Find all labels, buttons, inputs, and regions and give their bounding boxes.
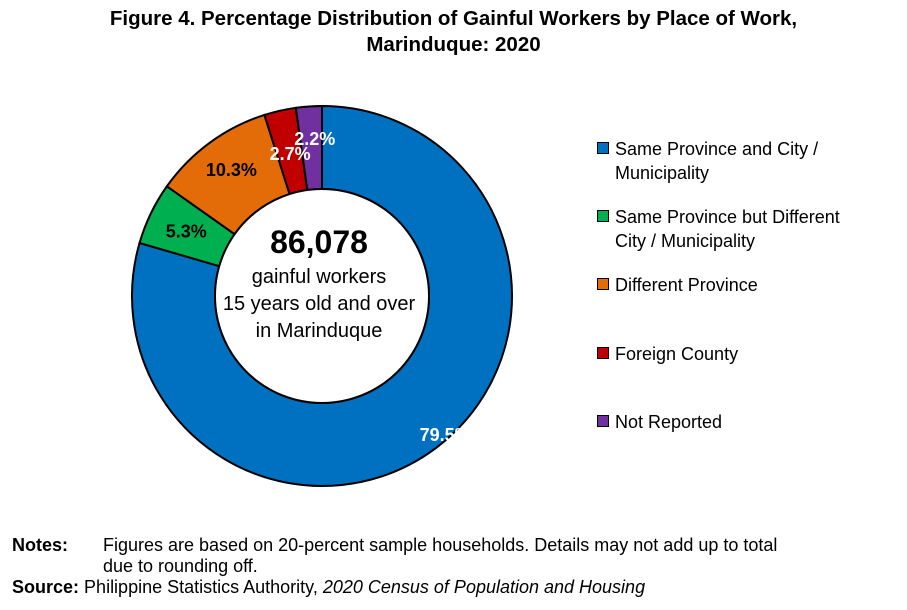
legend-label: Not Reported	[615, 412, 723, 432]
legend-swatch	[597, 347, 609, 359]
center-caption-line-2: 15 years old and over	[223, 293, 416, 315]
donut-data-labels: 79.5% 5.3% 10.3% 2.7%2.2%	[166, 129, 471, 445]
source-text: Philippine Statistics Authority,	[84, 577, 318, 597]
legend-swatch	[597, 210, 609, 222]
data-label-foreign-county: 2.7%	[270, 144, 311, 164]
legend-swatch	[597, 278, 609, 290]
chart-notes: Notes: Figures are based on 20-percent s…	[12, 535, 902, 598]
legend-swatch	[597, 142, 609, 154]
notes-text-continued: due to rounding off.	[103, 556, 258, 576]
chart-title-line-2: Marinduque: 2020	[366, 33, 541, 56]
data-label-same-province-same-city: 79.5%	[420, 425, 471, 445]
legend-label: Foreign County	[615, 344, 739, 364]
center-caption-line-3: in Marinduque	[256, 320, 383, 342]
source-publication: 2020 Census of Population and Housing	[322, 577, 646, 597]
notes-text: Figures are based on 20-percent sample h…	[103, 535, 778, 555]
notes-label: Notes:	[12, 535, 69, 555]
center-caption-line-1: gainful workers	[252, 266, 387, 288]
source-row: Source: Philippine Statistics Authority,…	[12, 577, 902, 598]
data-label-different-province: 10.3%	[206, 160, 257, 180]
notes-row: Notes: Figures are based on 20-percent s…	[12, 535, 902, 577]
chart-title: Figure 4. Percentage Distribution of Gai…	[0, 6, 907, 58]
legend-label: Different Province	[615, 275, 758, 295]
legend-label: Same Province but Different City / Munic…	[615, 207, 840, 251]
donut-hole	[214, 188, 430, 404]
chart-title-line-1: Figure 4. Percentage Distribution of Gai…	[109, 7, 798, 30]
legend-label: Same Province and City / Municipality	[615, 139, 819, 183]
source-label: Source:	[12, 577, 80, 597]
data-label-same-province-different-city: 5.3%	[166, 222, 207, 242]
legend-swatch	[597, 415, 609, 427]
data-label-not-reported: 2.2%	[294, 129, 335, 149]
center-total-value: 86,078	[270, 224, 368, 260]
